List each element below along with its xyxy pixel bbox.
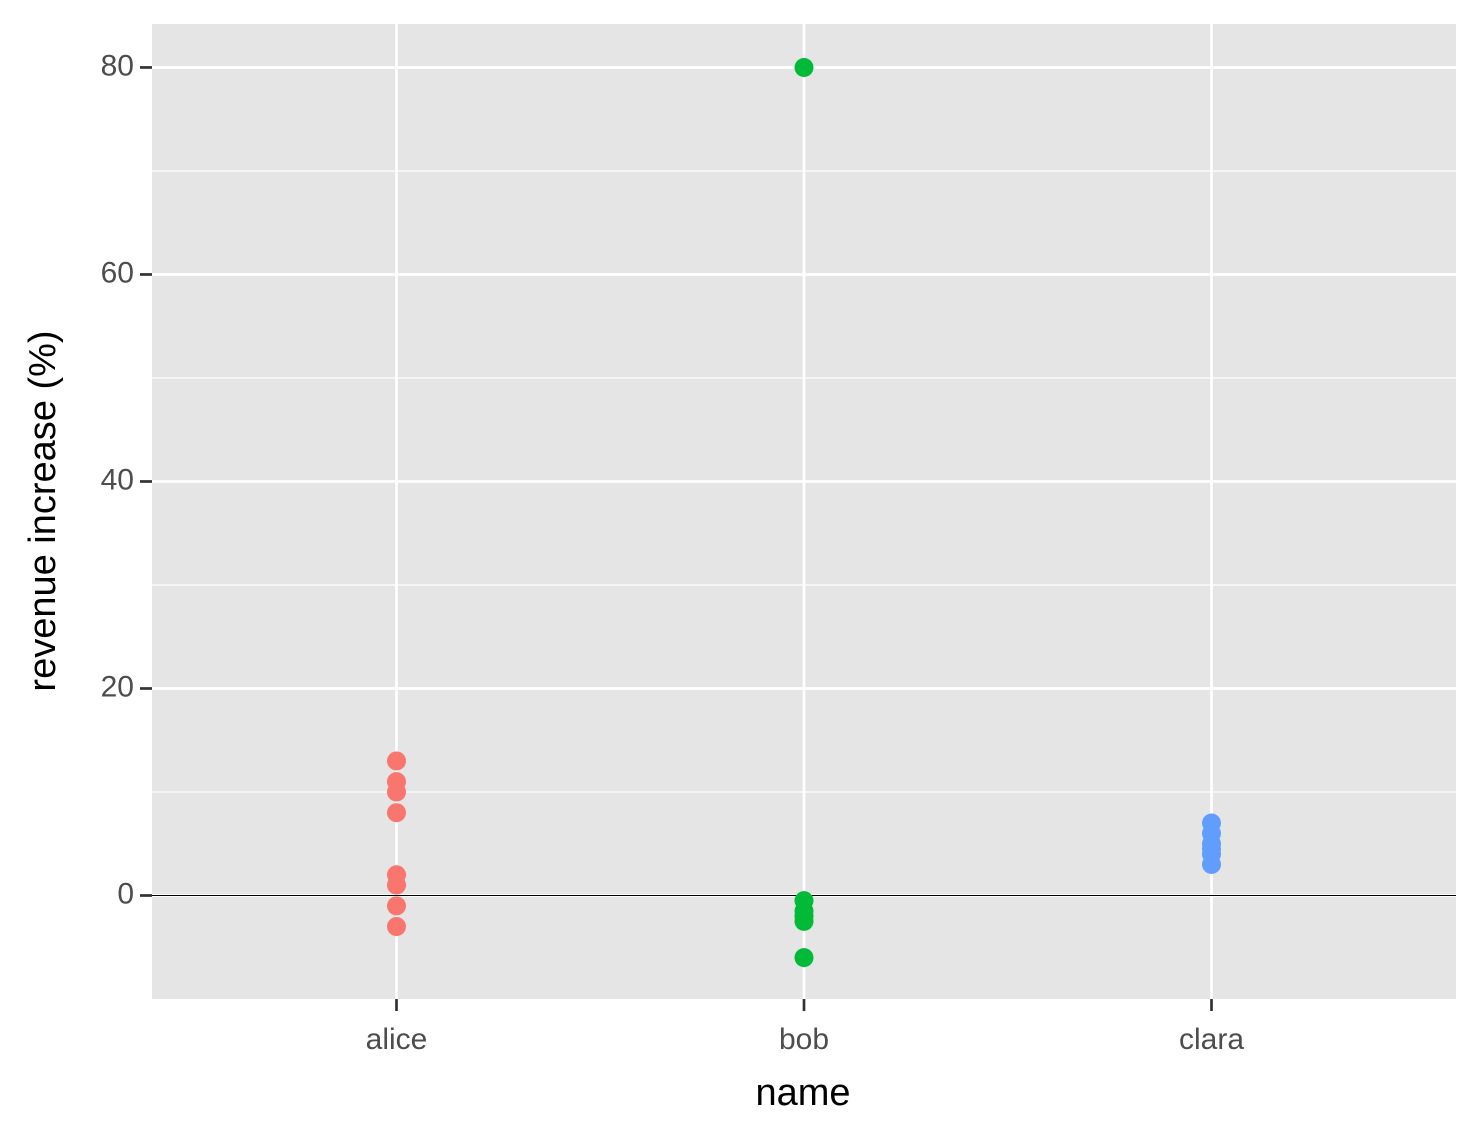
x-tick-label: alice: [366, 1023, 428, 1056]
y-tick-label: 40: [101, 463, 134, 496]
y-tick-label: 80: [101, 49, 134, 82]
y-axis-title: revenue increase (%): [22, 330, 64, 691]
point: [794, 948, 814, 968]
y-tick-label: 20: [101, 670, 134, 703]
point: [387, 896, 406, 916]
y-tick-label: 0: [117, 877, 134, 910]
point: [1202, 854, 1221, 874]
point: [387, 875, 406, 895]
point: [387, 803, 406, 823]
point: [794, 57, 814, 77]
point: [387, 917, 406, 937]
x-tick-label: bob: [779, 1023, 829, 1056]
y-tick-label: 60: [101, 256, 134, 289]
x-tick-label: clara: [1179, 1023, 1244, 1056]
point: [794, 911, 814, 931]
point: [387, 751, 406, 771]
point: [387, 782, 406, 802]
x-axis-title: name: [755, 1072, 850, 1114]
